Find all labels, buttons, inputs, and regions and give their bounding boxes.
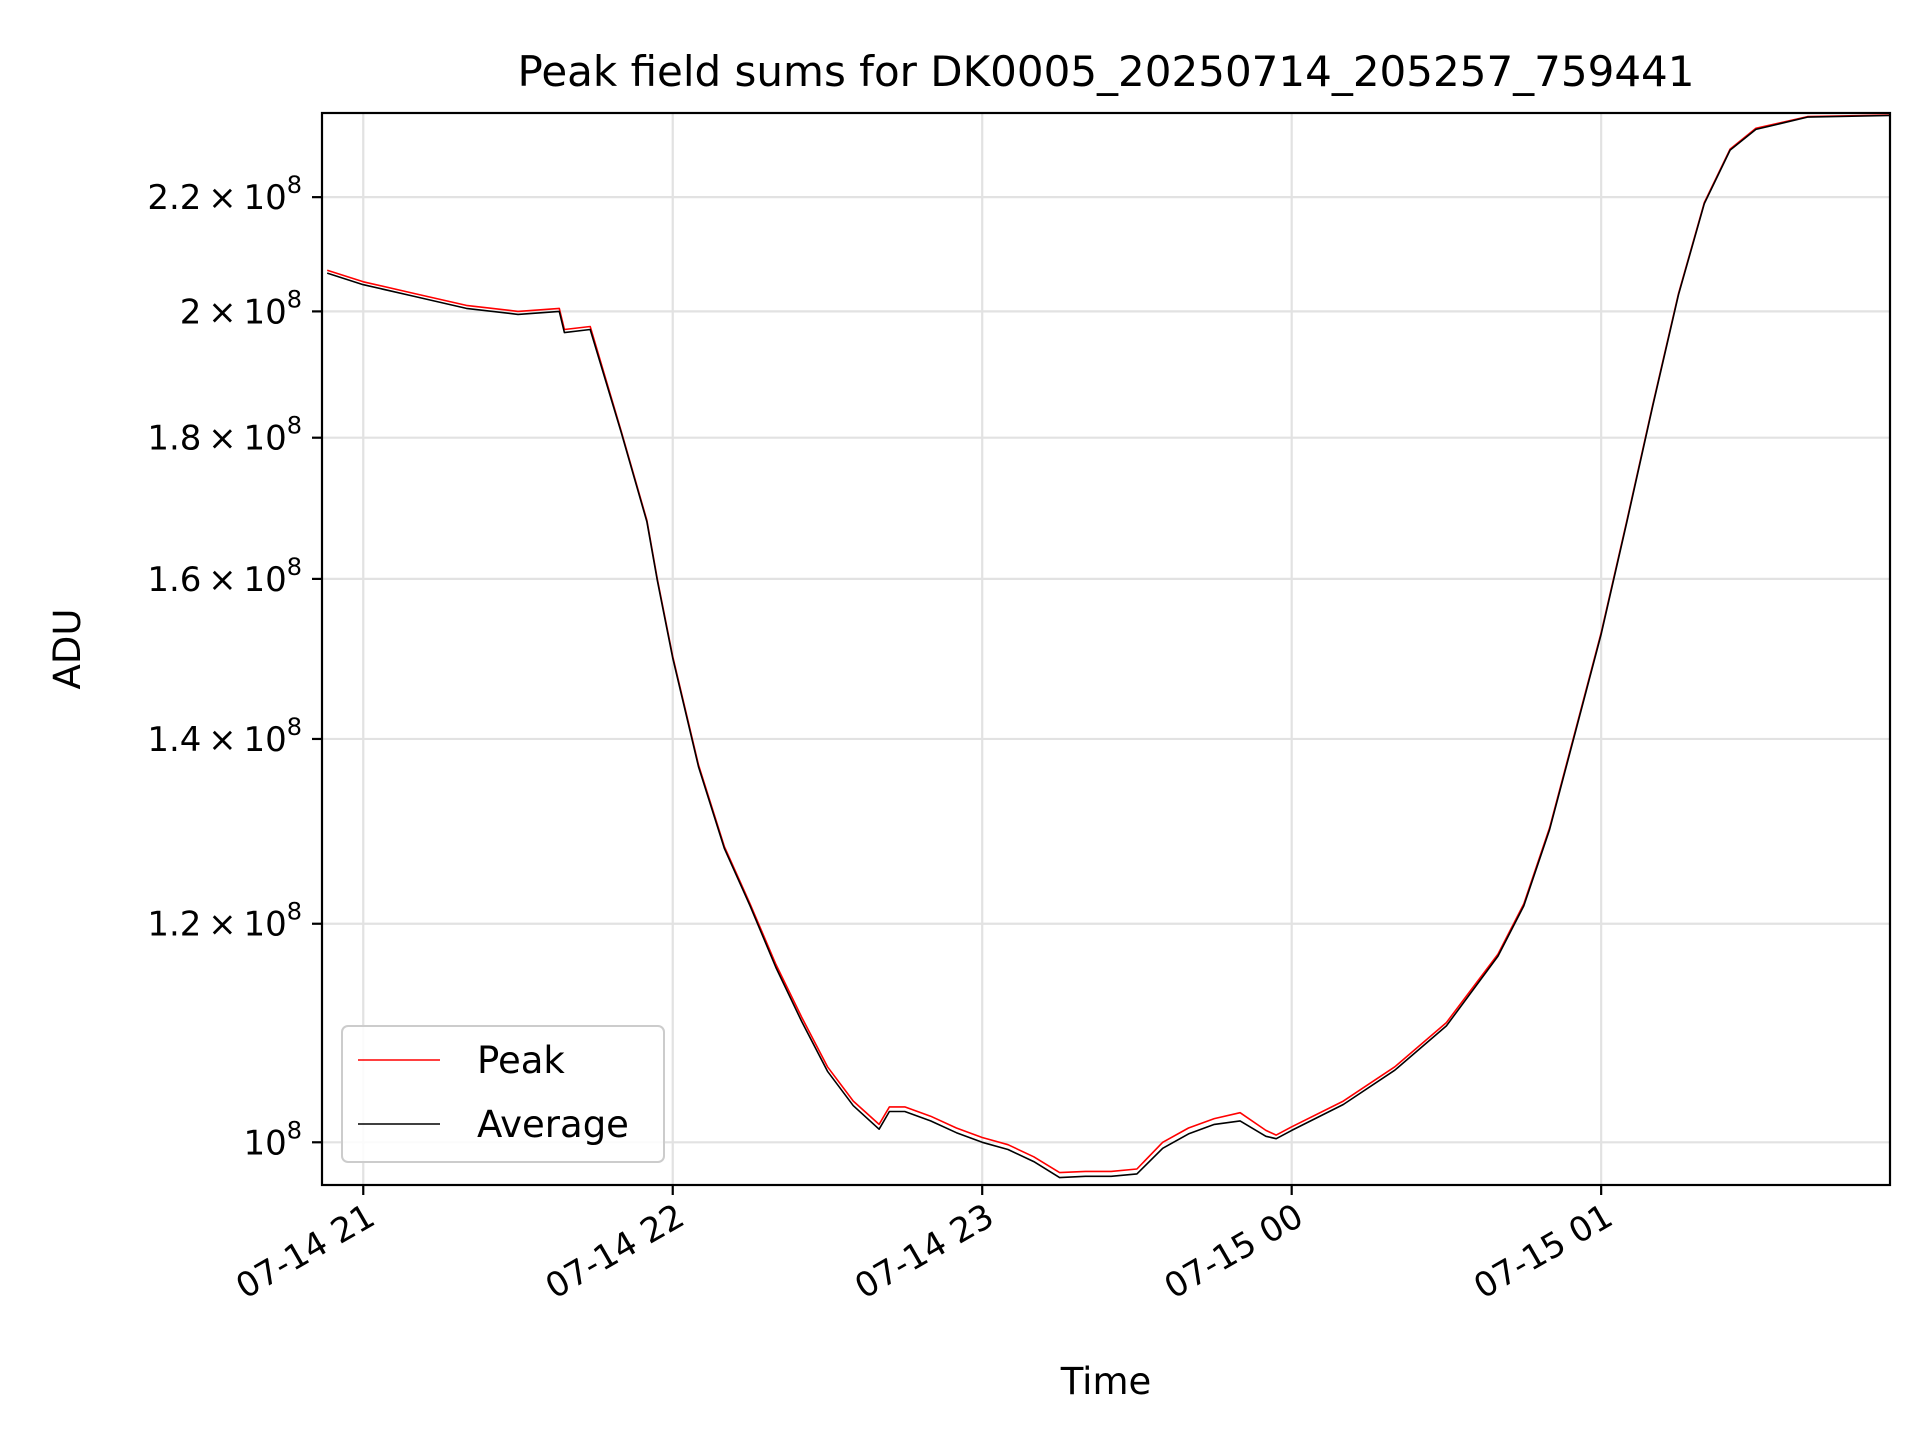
legend-label-peak: Peak (477, 1039, 565, 1082)
y-tick-label: 1.6 × 108 (147, 553, 302, 600)
chart-title: Peak field sums for DK0005_20250714_2052… (517, 47, 1694, 96)
y-tick-label: 1.8 × 108 (147, 412, 302, 459)
series-line-average (326, 114, 1891, 1179)
y-tick-label: 2.2 × 108 (147, 171, 302, 218)
legend: Peak Average (341, 1025, 665, 1163)
legend-label-average: Average (477, 1103, 629, 1146)
y-axis-label: ADU (46, 609, 89, 690)
grid-layer (322, 113, 1890, 1185)
y-tick-label: 2 × 108 (180, 285, 302, 332)
plot-frame (320, 111, 1892, 1187)
series-layer (326, 114, 1891, 1179)
y-tick-label: 108 (243, 1116, 302, 1163)
y-tick-label: 1.2 × 108 (147, 898, 302, 945)
y-tick-label: 1.4 × 108 (147, 713, 302, 760)
x-axis-label: Time (1060, 1360, 1152, 1403)
